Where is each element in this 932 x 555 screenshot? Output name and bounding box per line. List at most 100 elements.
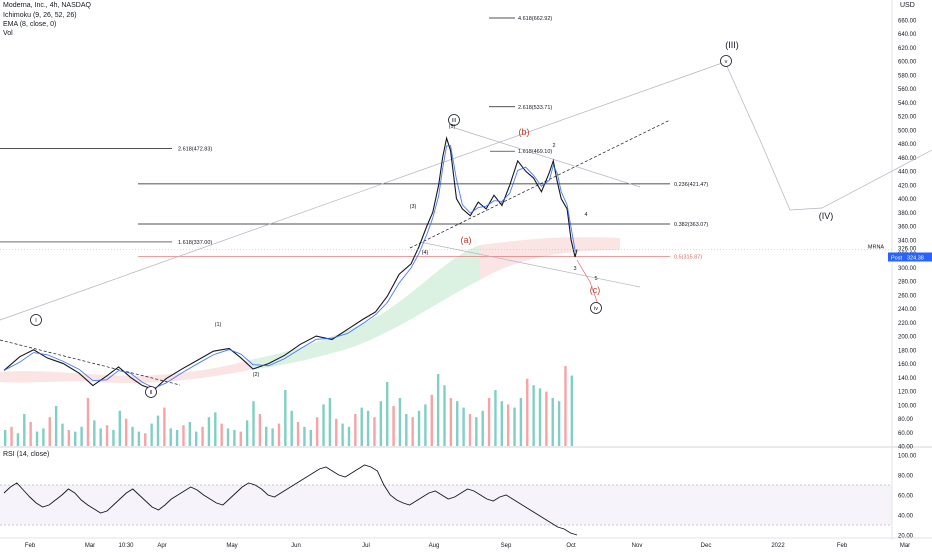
x-tick-label: Oct bbox=[566, 543, 576, 549]
volume-bar bbox=[99, 428, 102, 446]
volume-bar bbox=[392, 406, 395, 446]
volume-bar bbox=[411, 417, 414, 446]
ema-label[interactable]: EMA (8, close, 0) bbox=[3, 21, 57, 28]
rsi-tick-label: 100.00 bbox=[898, 454, 917, 460]
wave-label: iv bbox=[594, 306, 598, 312]
volume-bar bbox=[424, 404, 427, 446]
y-tick-label: 220.00 bbox=[898, 321, 917, 327]
wave-label: (1) bbox=[215, 322, 222, 328]
rsi-label[interactable]: RSI (14, close) bbox=[3, 451, 50, 458]
y-tick-label: 600.00 bbox=[898, 60, 917, 66]
y-tick-label: 360.00 bbox=[898, 225, 917, 231]
y-tick-label: 440.00 bbox=[898, 170, 917, 176]
volume-bar bbox=[74, 431, 77, 446]
volume-bar bbox=[500, 401, 503, 446]
ichimoku-cloud bbox=[480, 237, 620, 280]
volume-bar bbox=[124, 418, 128, 446]
volume-bar bbox=[169, 428, 172, 446]
volume-bar bbox=[86, 398, 90, 446]
volume-bar bbox=[252, 401, 255, 446]
volume-bar bbox=[475, 417, 478, 446]
wave-label-circle bbox=[448, 114, 460, 126]
ichimoku-label[interactable]: Ichimoku (9, 26, 52, 26) bbox=[3, 12, 77, 19]
wave-label: III bbox=[452, 118, 457, 124]
volume-bar bbox=[462, 407, 465, 446]
x-tick-label: Feb bbox=[837, 543, 848, 549]
volume-bar bbox=[112, 430, 115, 446]
volume-bar bbox=[118, 410, 121, 446]
wave-label: I bbox=[35, 318, 37, 324]
rsi-tick-label: 20.00 bbox=[898, 534, 914, 540]
wave-label: 4 bbox=[584, 212, 587, 218]
volume-bar bbox=[379, 401, 383, 446]
wave-label: 3 bbox=[573, 266, 576, 272]
volume-bar bbox=[175, 430, 179, 446]
volume-bar bbox=[532, 385, 535, 446]
volume-bar bbox=[551, 398, 554, 446]
fib-level-label: 0.382(363.07) bbox=[674, 222, 708, 228]
volume-bar bbox=[182, 425, 185, 446]
volume-bar bbox=[220, 423, 223, 446]
volume-bar bbox=[245, 420, 249, 446]
y-tick-label: 100.00 bbox=[898, 403, 917, 409]
volume-bar bbox=[449, 398, 453, 446]
post-value: 324.38 bbox=[907, 255, 924, 261]
volume-bar bbox=[347, 426, 351, 446]
volume-bar bbox=[150, 423, 153, 446]
fib-level-label: 1.618(469.10) bbox=[518, 149, 552, 155]
wave-label-circle bbox=[145, 386, 157, 398]
x-tick-label: Aug bbox=[429, 543, 440, 549]
volume-bar bbox=[513, 407, 516, 446]
volume-bar bbox=[156, 415, 160, 446]
fib-level-label: 2.618(472.83) bbox=[178, 147, 212, 153]
wave-label: 5 bbox=[594, 276, 597, 282]
volume-bar bbox=[328, 398, 332, 446]
volume-bar bbox=[570, 375, 574, 446]
trend-line-dashed bbox=[0, 339, 181, 386]
volume-bar bbox=[265, 426, 268, 446]
price-tag-value: 326.00 bbox=[898, 246, 917, 252]
fib-level-label: 2.618(533.71) bbox=[518, 105, 552, 111]
x-tick-label: Jul bbox=[362, 543, 370, 549]
x-tick-label: 10:30 bbox=[118, 543, 134, 549]
y-tick-label: 200.00 bbox=[898, 335, 917, 341]
volume-bar bbox=[494, 390, 497, 446]
volume-bar bbox=[506, 404, 510, 446]
y-tick-label: 140.00 bbox=[898, 376, 917, 382]
wave-label-circle bbox=[590, 302, 602, 314]
projection-line bbox=[576, 259, 601, 311]
rsi-line bbox=[3, 464, 578, 536]
x-tick-label: Jun bbox=[291, 543, 301, 549]
volume-bar bbox=[519, 398, 523, 446]
y-tick-label: 400.00 bbox=[898, 197, 917, 203]
volume-bar bbox=[322, 404, 325, 446]
y-tick-label: 300.00 bbox=[898, 266, 917, 272]
y-tick-label: 540.00 bbox=[898, 101, 917, 107]
volume-bar bbox=[538, 388, 542, 446]
volume-bar bbox=[430, 394, 433, 446]
rsi-tick-label: 40.00 bbox=[898, 514, 914, 520]
rsi-tick-label: 80.00 bbox=[898, 474, 914, 480]
price-tag-symbol: MRNA bbox=[868, 244, 885, 250]
y-tick-label: 120.00 bbox=[898, 390, 917, 396]
volume-bar bbox=[226, 428, 230, 446]
projection-line bbox=[724, 61, 932, 211]
volume-bar bbox=[398, 398, 402, 446]
volume-bar bbox=[284, 390, 287, 446]
y-tick-label: 560.00 bbox=[898, 87, 917, 93]
volume-bar bbox=[163, 407, 166, 446]
fib-level-label: 0.236(421.47) bbox=[674, 182, 708, 188]
volume-bar bbox=[456, 401, 459, 446]
volume-bar bbox=[16, 433, 20, 446]
vol-label[interactable]: Vol bbox=[3, 30, 13, 37]
y-tick-label: 420.00 bbox=[898, 183, 917, 189]
volume-bar bbox=[207, 417, 211, 446]
volume-bar bbox=[48, 417, 51, 446]
y-tick-label: 280.00 bbox=[898, 280, 917, 286]
trend-line-dashed bbox=[409, 119, 671, 249]
y-tick-label: 40.00 bbox=[898, 445, 914, 451]
wave-label: (III) bbox=[725, 40, 739, 50]
volume-bar bbox=[341, 423, 344, 446]
